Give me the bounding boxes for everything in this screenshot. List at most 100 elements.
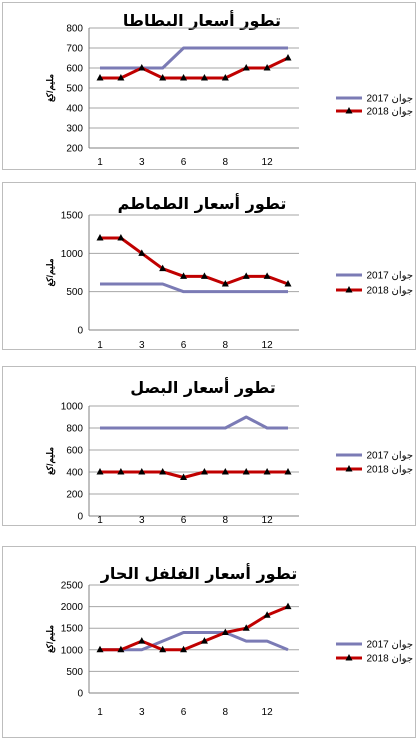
y-tick-label: 800 [66,424,83,435]
x-tick-label: 1 [97,707,103,718]
x-tick-label: 3 [139,515,145,526]
data-point-marker [96,468,104,475]
data-point-marker [221,628,229,636]
data-point-marker [200,468,208,475]
data-point-marker [200,272,208,279]
legend-label: جوان 2018 [367,465,414,476]
y-tick-label: 200 [66,490,83,501]
data-point-marker [138,64,146,71]
chart-title: تطور أسعار البصل [130,377,276,397]
data-point-marker [263,611,271,618]
y-axis-label: مليم/كغ [45,258,56,286]
y-axis-label: مليم/كغ [45,74,56,102]
data-point-marker [180,645,188,653]
y-tick-label: 600 [66,446,83,457]
y-tick-label: 500 [66,84,83,95]
y-tick-label: 2000 [61,602,84,613]
y-axis-label: مليم/كغ [45,625,56,653]
x-tick-label: 1 [97,340,103,351]
data-point-marker [138,249,146,256]
data-point-marker [96,645,104,653]
x-tick-label: 1 [97,515,103,526]
data-point-marker [200,637,208,644]
legend-label: جوان 2018 [367,654,414,665]
data-point-marker [242,272,250,279]
data-point-marker [96,234,104,241]
chart-tomato: تطور أسعار الطماطم مليم/كغ 0 500 1000 1500 1 3 6… [45,193,414,351]
data-point-marker [284,54,292,61]
data-point-marker [263,272,271,279]
y-tick-label: 500 [66,287,83,298]
chart-title: تطور أسعار الفلفل الحار [100,563,298,583]
data-point-marker [180,74,188,81]
data-point-marker [117,234,125,241]
x-tick-label: 12 [262,515,274,526]
data-point-marker [221,468,229,475]
x-tick-label: 3 [139,707,145,718]
y-tick-label: 200 [66,144,83,155]
data-point-marker [242,468,250,475]
data-point-marker [284,468,292,475]
x-tick-label: 8 [223,340,229,351]
data-point-marker [263,468,271,475]
data-point-marker [117,468,125,475]
x-tick-label: 12 [262,340,274,351]
y-tick-label: 1500 [61,624,84,635]
data-point-marker [159,264,167,272]
legend-marker [345,465,353,472]
data-point-marker [180,272,188,279]
data-point-marker [138,468,146,475]
series-line-2017 [100,46,288,70]
data-point-marker [159,468,167,475]
x-tick-label: 6 [181,707,187,718]
legend-marker [345,107,353,114]
y-tick-label: 300 [66,124,83,135]
chart-onion: تطور أسعار البصل مليم/كغ 0 200 400 600 800 1000… [45,377,414,526]
data-point-marker [159,74,167,81]
chart-chili: تطور أسعار الفلفل الحار مليم/كغ 0 500 1000 15… [45,563,414,718]
data-point-marker [117,645,125,653]
data-point-marker [242,624,250,631]
data-point-marker [263,64,271,71]
series-line-2018 [100,236,289,286]
series-line-2018 [100,56,289,80]
y-tick-label: 400 [66,468,83,479]
legend-marker [345,286,353,293]
y-tick-label: 1500 [61,211,84,222]
chart-panel-tomato: تطور أسعار الطماطم مليم/كغ 0 500 1000 1500 1 3 6… [2,182,416,351]
data-point-marker [284,280,292,287]
x-tick-label: 3 [139,340,145,351]
series-line-2017 [100,282,288,294]
y-tick-label: 800 [66,24,83,35]
y-tick-label: 600 [66,64,83,75]
x-tick-label: 6 [181,340,187,351]
y-tick-label: 500 [66,667,83,678]
data-point-marker [117,74,125,81]
y-tick-label: 700 [66,44,83,55]
chart-title: تطور أسعار الطماطم [118,193,287,213]
data-point-marker [159,645,167,653]
y-tick-label: 1000 [61,249,84,260]
data-point-marker [138,637,146,644]
x-tick-label: 12 [262,157,274,168]
y-tick-label: 1000 [61,645,84,656]
legend-label: جوان 2017 [367,640,414,651]
x-tick-label: 1 [97,157,103,168]
x-tick-label: 8 [223,707,229,718]
data-point-marker [200,74,208,81]
y-axis-label: مليم/كغ [45,447,56,475]
chart-panel-potato: تطور أسعار البطاطا مليم/كغ 200 300 400 500 600… [2,2,416,170]
y-tick-label: 0 [77,689,83,700]
x-tick-label: 8 [223,515,229,526]
legend-label: جوان 2017 [367,451,414,462]
y-tick-label: 2500 [61,581,84,592]
series-line-2018 [100,605,289,652]
legend-label: جوان 2018 [367,286,414,297]
data-point-marker [221,74,229,81]
x-tick-label: 3 [139,157,145,168]
data-point-marker [180,473,188,480]
y-tick-label: 0 [77,512,83,523]
data-point-marker [96,74,104,81]
legend-marker [345,654,353,661]
legend-label: جوان 2017 [367,94,414,105]
